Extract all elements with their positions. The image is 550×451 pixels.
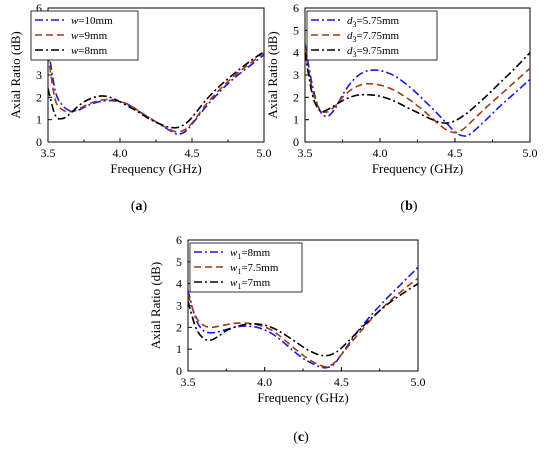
legend-entry: w1=8mm [230,247,271,261]
y-tick-label: 6 [293,1,299,15]
y-tick-label: 0 [176,364,182,378]
x-tick-label: 4.5 [448,146,463,160]
legend-entry: w1=7.5mm [230,262,279,276]
x-tick-label: 3.5 [181,375,196,389]
chart-panel-2: 3.5 4.0 4.5 5.0 0 1 2 3 4 5 6 Frequency (GHz) Axial … [265,1,538,214]
x-axis-label: Frequency (GHz) [257,390,348,405]
y-tick-label: 3 [293,68,299,82]
y-tick-label: 4 [176,277,182,291]
x-tick-label: 5.0 [523,146,538,160]
y-tick-label: 0 [36,135,42,149]
legend: w=10mm w=9mm w=8mm [30,10,139,61]
y-tick-label: 3 [36,68,42,82]
series-line-2 [188,277,418,368]
series-line-1 [305,43,530,137]
series-line-3 [188,282,418,357]
panel-label: (b) [400,199,417,214]
series-line-2 [305,48,530,134]
x-tick-label: 5.0 [257,146,272,160]
y-tick-label: 3 [176,299,182,313]
series-line-1 [48,45,264,136]
legend-entry: d3=9.75mm [347,45,400,59]
x-tick-label: 4.5 [334,375,349,389]
y-axis-label: Axial Ratio (dB) [265,31,280,118]
legend-entry: w=10mm [71,15,113,27]
series-line-3 [305,52,530,124]
series-line-3 [48,50,264,129]
legend-entry: d3=7.75mm [347,30,400,44]
y-tick-label: 1 [176,342,182,356]
legend-entry: w=9mm [71,30,108,42]
y-tick-label: 2 [176,320,182,334]
y-tick-label: 5 [176,255,182,269]
x-tick-label: 3.5 [298,146,313,160]
y-tick-label: 0 [293,135,299,149]
legend-box [30,10,139,61]
x-tick-label: 4.0 [113,146,128,160]
chart-panel-3: 3.5 4.0 4.5 5.0 0 1 2 3 4 5 6 Frequency (GHz) Axial … [148,233,426,445]
y-tick-label: 5 [293,23,299,37]
y-tick-label: 2 [293,90,299,104]
y-tick-label: 1 [293,113,299,127]
x-tick-label: 3.5 [41,146,56,160]
y-tick-label: 1 [36,113,42,127]
x-tick-label: 4.0 [257,375,272,389]
series-line-2 [48,52,264,133]
x-axis-label: Frequency (GHz) [372,161,463,176]
y-tick-label: 4 [293,46,299,60]
panel-label: (a) [131,199,148,214]
x-tick-label: 5.0 [411,375,426,389]
y-axis-label: Axial Ratio (dB) [148,262,163,349]
y-tick-label: 6 [36,1,42,15]
x-tick-label: 4.5 [185,146,200,160]
y-tick-label: 2 [36,90,42,104]
legend-entry: d3=5.75mm [347,15,400,29]
legend-entry: w=8mm [71,45,108,57]
y-tick-label: 6 [176,233,182,247]
x-axis-label: Frequency (GHz) [110,161,201,176]
panel-label: (c) [293,430,309,445]
y-axis-label: Axial Ratio (dB) [8,31,23,118]
x-tick-label: 4.0 [373,146,388,160]
legend-entry: w1=7mm [230,277,271,291]
